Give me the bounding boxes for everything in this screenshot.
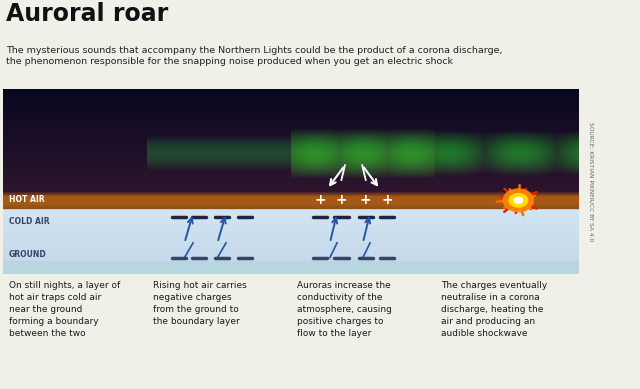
Text: HOT AIR: HOT AIR	[9, 195, 45, 204]
Text: COLD AIR: COLD AIR	[9, 217, 49, 226]
Text: On still nights, a layer of
hot air traps cold air
near the ground
forming a bou: On still nights, a layer of hot air trap…	[9, 280, 120, 338]
Ellipse shape	[508, 193, 529, 208]
Text: GROUND: GROUND	[9, 251, 47, 259]
Ellipse shape	[502, 188, 534, 212]
Text: The charges eventually
neutralise in a corona
discharge, heating the
air and pro: The charges eventually neutralise in a c…	[441, 280, 547, 338]
Ellipse shape	[513, 196, 524, 204]
Text: Rising hot air carries
negative charges
from the ground to
the boundary layer: Rising hot air carries negative charges …	[153, 280, 246, 326]
Text: +: +	[335, 193, 347, 207]
Text: Auroras increase the
conductivity of the
atmosphere, causing
positive charges to: Auroras increase the conductivity of the…	[297, 280, 392, 338]
Text: Auroral roar: Auroral roar	[6, 2, 169, 26]
Text: +: +	[360, 193, 372, 207]
Text: The mysterious sounds that accompany the Northern Lights could be the product of: The mysterious sounds that accompany the…	[6, 46, 503, 66]
Text: SOURCE: KRISTIAN PIKNER/CC BY SA 4.0: SOURCE: KRISTIAN PIKNER/CC BY SA 4.0	[588, 122, 593, 242]
Text: +: +	[381, 193, 393, 207]
Text: +: +	[314, 193, 326, 207]
